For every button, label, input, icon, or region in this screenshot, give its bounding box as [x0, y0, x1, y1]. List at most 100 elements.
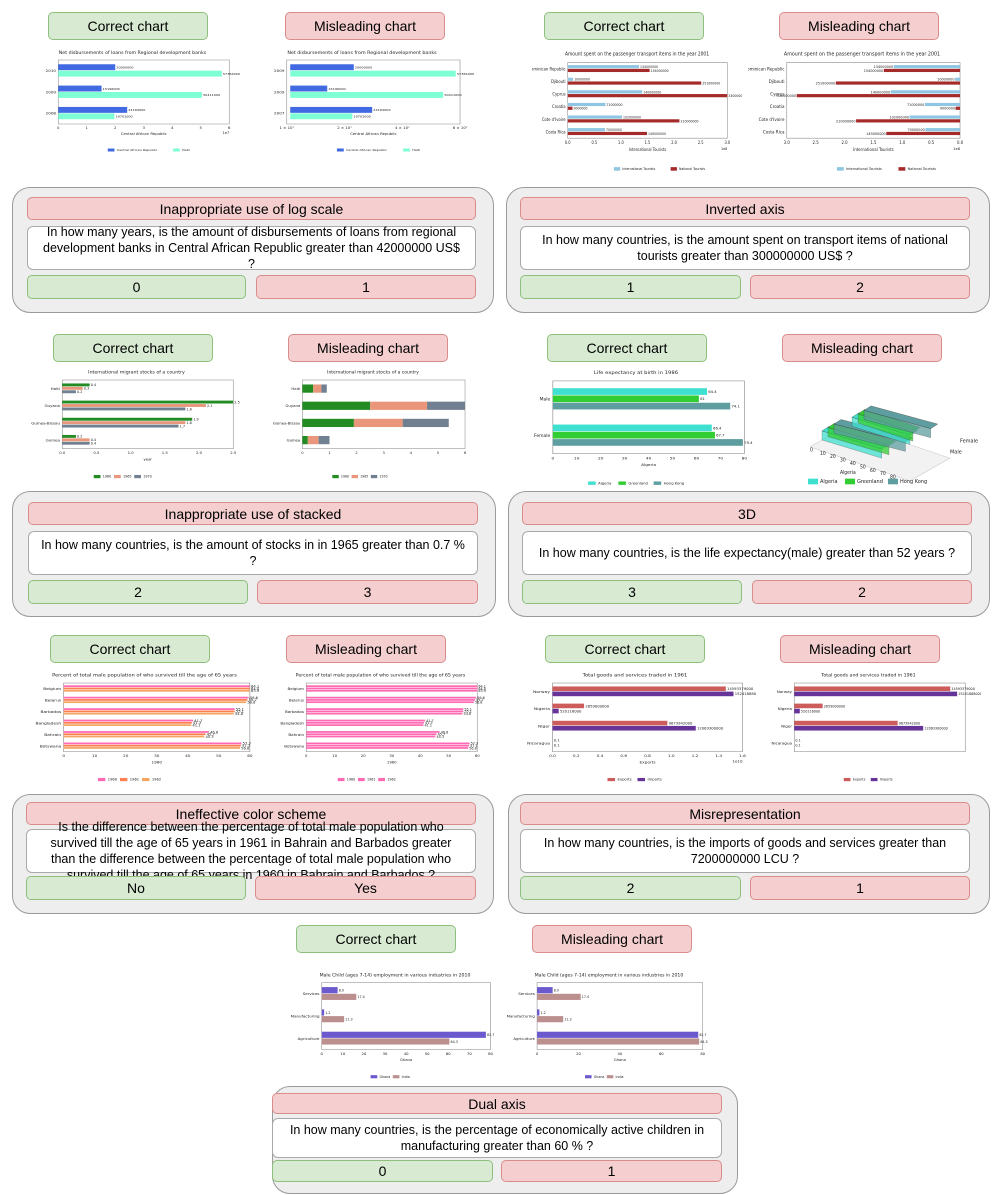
data-label: 45.7 — [438, 733, 445, 737]
bar — [537, 987, 553, 994]
correct-chart: Percent of total male population of who … — [22, 668, 267, 786]
legend-entry: 1970 — [143, 475, 152, 479]
data-label: 24184000 — [128, 108, 145, 112]
bar — [63, 696, 249, 699]
bar — [567, 119, 680, 123]
data-label: 15241888000 — [735, 692, 760, 696]
bar — [63, 733, 206, 736]
chart-title: Total goods and services traded in 1961 — [582, 673, 688, 679]
bar — [306, 712, 463, 715]
data-label: 58.8 — [247, 701, 255, 705]
bar — [313, 384, 322, 393]
axis-exponent: 1e8 — [721, 147, 728, 151]
bar — [552, 725, 696, 731]
legend-entry: 1960 — [108, 778, 117, 782]
legend-entry: 1960 — [341, 475, 349, 479]
correct-chart: Amount spent on the passenger transport … — [528, 46, 746, 176]
tick-label: 0 — [810, 447, 813, 453]
bar — [552, 686, 726, 692]
bar — [63, 708, 235, 710]
tick-label: 2009 — [274, 90, 285, 95]
tick-label: 5 — [437, 451, 439, 455]
bar — [62, 386, 83, 390]
bar — [302, 435, 308, 445]
data-label: 59.2 — [249, 698, 257, 702]
data-label: 149000000 — [866, 132, 886, 136]
data-label: 59.6 — [250, 696, 258, 700]
data-label: 10000000 — [574, 78, 590, 82]
bar — [58, 106, 128, 113]
tick-label: 40 — [618, 1052, 623, 1056]
data-label: 8.0 — [554, 989, 559, 993]
data-label: 9000000 — [574, 107, 588, 111]
bar — [290, 92, 444, 98]
bar — [63, 735, 205, 738]
bar — [552, 720, 668, 726]
legend-swatch — [370, 474, 378, 479]
tick-label: 0.5 — [928, 140, 935, 145]
tick-label: 1 — [86, 126, 88, 130]
chart-svg: Total goods and services traded in 1961 N… — [510, 668, 761, 786]
bar — [62, 400, 234, 404]
data-label: 0.1 — [795, 744, 800, 748]
tick-label: 2007 — [274, 111, 285, 116]
correct-chart: Net disbursements of loans from Regional… — [20, 46, 245, 156]
data-label: 46.8 — [210, 730, 218, 734]
bar — [306, 721, 424, 724]
data-label: 102000000 — [623, 115, 641, 119]
bar — [58, 85, 102, 92]
bar — [63, 719, 194, 722]
bar — [63, 699, 248, 701]
bar — [63, 689, 250, 692]
bar — [306, 731, 440, 733]
legend-entry: 1970 — [379, 475, 387, 479]
tick-label: Croatia — [770, 104, 785, 109]
chart-svg: Net disbursements of loans from Regional… — [248, 46, 476, 156]
data-label: 55.1 — [464, 707, 471, 711]
legend-swatch — [358, 777, 365, 782]
chart-svg: International migrant stocks of a countr… — [24, 365, 249, 483]
bar — [924, 102, 961, 107]
legend-entry: India — [616, 1075, 624, 1079]
bar — [62, 390, 76, 394]
data-label: 63.9 — [478, 689, 485, 693]
bar — [62, 434, 76, 438]
tick-label: Djibouti — [551, 79, 566, 84]
bar — [306, 747, 469, 749]
legend-entry: Imports — [880, 778, 893, 782]
tick-label: 50 — [216, 753, 222, 758]
tick-label: 20 — [361, 754, 366, 758]
tick-label: Cote d'Ivoire — [542, 117, 566, 122]
data-label: 15196000 — [103, 87, 120, 91]
legend-entry: Ghana — [594, 1075, 605, 1079]
legend-entry: International Tourists — [622, 167, 655, 171]
misleading-chart: Total goods and services traded in 1961 N… — [756, 668, 982, 786]
correct-answer: 2 — [520, 876, 741, 900]
correct-answer: 1 — [520, 275, 741, 299]
tick-label: Manufacturing — [291, 1014, 320, 1019]
tick-label: Manufacturing — [507, 1014, 536, 1019]
data-label: 20000000 — [355, 66, 372, 70]
chart-title: Total goods and services traded in 1961 — [820, 673, 915, 679]
misleading-chart-label: Misleading chart — [286, 635, 446, 663]
data-label: 14593379000 — [727, 687, 753, 691]
bar — [567, 90, 643, 94]
tick-label: Female — [534, 433, 551, 439]
bar — [955, 77, 961, 81]
bar — [63, 742, 242, 745]
misleader-category: 3D — [522, 502, 972, 525]
chart-svg: Life expectancy at birth in 1986 Female 66… — [510, 365, 762, 490]
misleading-chart: Amount spent on the passenger transport … — [744, 46, 976, 176]
tick-label: Bahrain — [288, 732, 304, 737]
legend-swatch — [613, 167, 621, 171]
legend-entry: Algeria — [820, 479, 838, 485]
misleading-chart: International migrant stocks of a countr… — [266, 365, 480, 483]
tick-label: 2.5 — [230, 451, 237, 455]
legend-entry: Central African Republic — [346, 148, 387, 152]
tick-label: 20 — [362, 1052, 367, 1056]
tick-label: Costa Rica — [763, 129, 785, 134]
data-label: 41.3 — [193, 721, 201, 725]
bar — [321, 1038, 450, 1045]
bar — [833, 423, 906, 452]
data-label: 154000000 — [864, 69, 884, 73]
